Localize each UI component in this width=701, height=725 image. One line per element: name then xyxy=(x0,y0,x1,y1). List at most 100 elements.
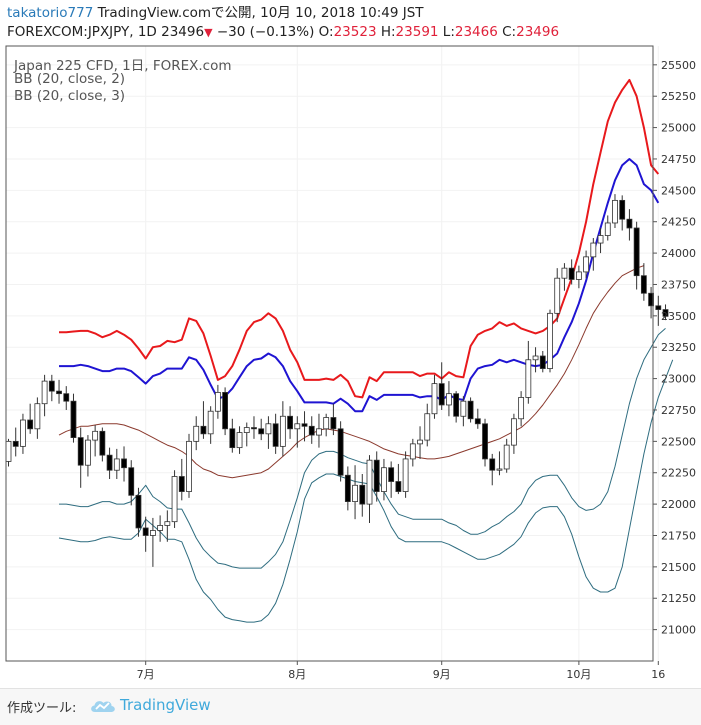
candle-body[interactable] xyxy=(193,425,200,442)
candle-body[interactable] xyxy=(63,393,70,402)
candle-body[interactable] xyxy=(597,235,604,244)
candle-body[interactable] xyxy=(395,481,402,492)
candle-body[interactable] xyxy=(547,312,553,369)
candle-body[interactable] xyxy=(539,355,546,369)
candle-body[interactable] xyxy=(568,267,575,280)
candle-body[interactable] xyxy=(200,425,207,435)
candle-body[interactable] xyxy=(344,474,351,503)
legend-bb2: BB (20, close, 2) xyxy=(14,71,126,87)
candle-body[interactable] xyxy=(265,423,272,435)
candle-body[interactable] xyxy=(41,380,48,405)
candle-body[interactable] xyxy=(56,390,62,395)
candle-body[interactable] xyxy=(186,440,192,492)
candle-body[interactable] xyxy=(157,525,164,531)
candle-body[interactable] xyxy=(236,432,243,449)
candle-body[interactable] xyxy=(366,459,373,505)
candle-body[interactable] xyxy=(510,418,517,446)
candle-body[interactable] xyxy=(662,309,669,317)
candle-body[interactable] xyxy=(619,199,626,220)
author-name[interactable]: takatorio777 xyxy=(7,5,94,21)
candle-body[interactable] xyxy=(554,277,561,314)
candle-body[interactable] xyxy=(287,415,293,430)
candle-body[interactable] xyxy=(229,428,236,449)
candle-body[interactable] xyxy=(222,392,229,430)
y-tick-label: 24250 xyxy=(661,216,696,229)
tradingview-cloud-icon[interactable] xyxy=(88,695,118,715)
candle-body[interactable] xyxy=(258,428,265,435)
candle-body[interactable] xyxy=(272,423,279,447)
candle-body[interactable] xyxy=(323,417,330,430)
candle-body[interactable] xyxy=(417,439,423,445)
candle-body[interactable] xyxy=(431,383,438,415)
candle-body[interactable] xyxy=(92,430,99,441)
candle-body[interactable] xyxy=(583,256,589,273)
candle-body[interactable] xyxy=(590,242,597,258)
candle-body[interactable] xyxy=(489,458,496,471)
candle-body[interactable] xyxy=(612,199,618,224)
candle-body[interactable] xyxy=(142,527,149,536)
candle-body[interactable] xyxy=(214,392,221,412)
candle-body[interactable] xyxy=(453,393,460,417)
candle-body[interactable] xyxy=(128,467,135,496)
candle-body[interactable] xyxy=(388,467,395,482)
candle-body[interactable] xyxy=(5,440,12,462)
candle-body[interactable] xyxy=(48,380,55,392)
price-chart[interactable]: 21000 21250 21500 21750 22000 22250 22500 22750… xyxy=(0,0,701,688)
candle-body[interactable] xyxy=(207,410,214,435)
candle-body[interactable] xyxy=(604,222,611,236)
candle-body[interactable] xyxy=(20,419,26,447)
candle-body[interactable] xyxy=(106,454,113,471)
candle-body[interactable] xyxy=(402,458,409,492)
candle-body[interactable] xyxy=(446,393,452,406)
candle-body[interactable] xyxy=(164,521,171,526)
candle-body[interactable] xyxy=(85,439,91,466)
candle-body[interactable] xyxy=(655,305,662,310)
candle-body[interactable] xyxy=(34,403,41,430)
tradingview-brand-link[interactable]: TradingView xyxy=(120,696,211,714)
candle-body[interactable] xyxy=(12,440,19,447)
candle-body[interactable] xyxy=(474,418,481,425)
candle-body[interactable] xyxy=(503,444,510,470)
candle-body[interactable] xyxy=(279,415,286,447)
candle-body[interactable] xyxy=(171,476,178,523)
candle-body[interactable] xyxy=(381,467,387,492)
candle-body[interactable] xyxy=(409,443,416,460)
candle-body[interactable] xyxy=(251,427,257,430)
candle-body[interactable] xyxy=(27,419,34,430)
candle-body[interactable] xyxy=(482,423,488,460)
candle-body[interactable] xyxy=(460,400,467,417)
candle-body[interactable] xyxy=(294,423,301,430)
candle-body[interactable] xyxy=(532,355,539,361)
candle-body[interactable] xyxy=(648,292,654,307)
candle-body[interactable] xyxy=(337,428,344,476)
candle-body[interactable] xyxy=(352,484,358,503)
candle-body[interactable] xyxy=(308,425,315,436)
candle-body[interactable] xyxy=(316,428,322,436)
candle-body[interactable] xyxy=(178,476,185,492)
candle-body[interactable] xyxy=(301,423,308,427)
candle-body[interactable] xyxy=(359,484,366,505)
candle-body[interactable] xyxy=(243,427,250,433)
candle-body[interactable] xyxy=(121,458,127,469)
candle-body[interactable] xyxy=(99,430,106,456)
candle-body[interactable] xyxy=(135,494,142,529)
candle-body[interactable] xyxy=(149,530,156,536)
candle-body[interactable] xyxy=(561,267,568,279)
candle-body[interactable] xyxy=(424,413,431,441)
candle-body[interactable] xyxy=(626,218,633,229)
candle-body[interactable] xyxy=(496,468,503,471)
candle-body[interactable] xyxy=(633,227,640,277)
candle-body[interactable] xyxy=(518,397,525,420)
candle-body[interactable] xyxy=(70,400,77,438)
candle-body[interactable] xyxy=(438,383,445,406)
candle-body[interactable] xyxy=(467,400,474,420)
candle-body[interactable] xyxy=(330,417,337,430)
legend-bb3: BB (20, close, 3) xyxy=(14,88,126,104)
low-value: 23466 xyxy=(454,24,498,40)
candle-body[interactable] xyxy=(373,459,380,492)
candle-body[interactable] xyxy=(575,271,582,280)
candle-body[interactable] xyxy=(640,275,647,294)
candle-body[interactable] xyxy=(525,359,532,398)
candle-body[interactable] xyxy=(113,458,120,471)
candle-body[interactable] xyxy=(77,437,84,466)
